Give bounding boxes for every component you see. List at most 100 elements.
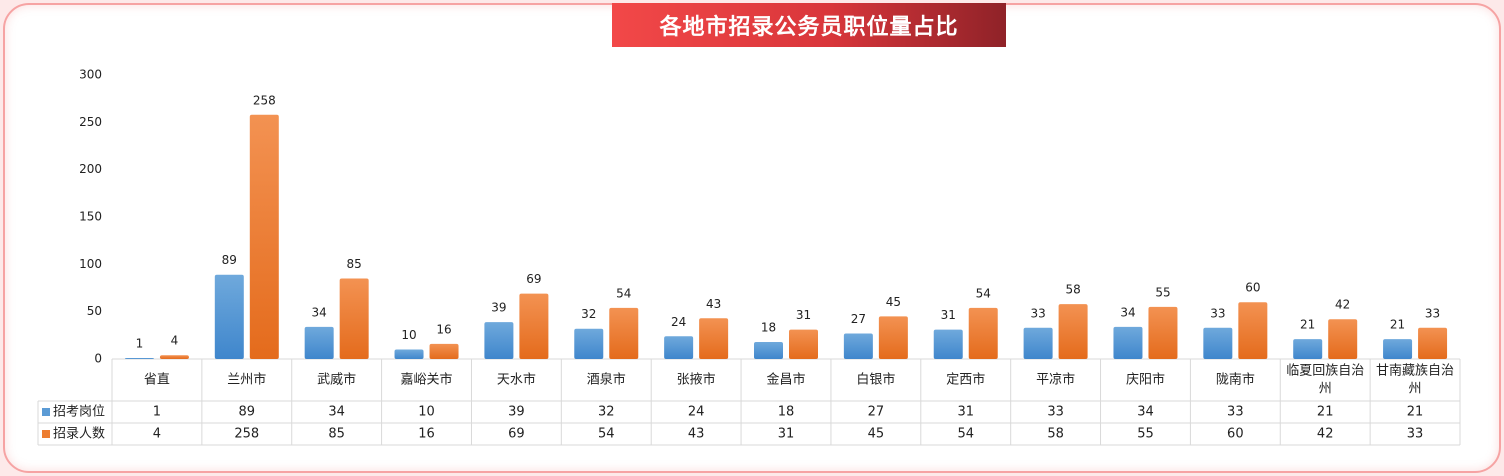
table-value: 4 [153,427,161,442]
data-label: 34 [312,305,327,319]
table-value: 31 [778,427,795,442]
table-value: 43 [688,427,705,442]
table-value: 32 [598,405,615,420]
table-value: 33 [1407,427,1424,442]
x-tick-label: 省直 [144,373,170,388]
data-label: 54 [616,286,631,300]
y-tick-label: 150 [79,210,102,224]
x-tick-label: 陇南市 [1216,372,1255,388]
bar-series1 [1383,339,1413,359]
x-tick-label: 张掖市 [677,372,716,388]
data-label: 34 [1120,305,1135,319]
table-value: 54 [598,427,615,442]
data-label: 258 [253,93,276,107]
data-label: 31 [941,308,956,322]
x-tick-label: 定西市 [946,372,985,388]
x-tick-label: 州 [1319,382,1332,397]
x-tick-label: 金昌市 [766,372,805,388]
table-value: 54 [957,427,974,442]
table-value: 39 [508,405,525,420]
bar-series2 [249,114,279,359]
x-tick-label: 庆阳市 [1126,372,1165,388]
table-value: 55 [1137,427,1154,442]
table-value: 21 [1407,405,1424,420]
legend-label: 招录人数 [53,427,105,442]
x-tick-label: 州 [1409,382,1422,397]
table-value: 45 [868,427,885,442]
table-value: 18 [778,405,795,420]
bar-series1 [754,341,783,359]
y-tick-label: 50 [87,304,102,318]
bar-series2 [699,318,729,359]
table-value: 16 [418,427,435,442]
y-tick-label: 250 [79,115,102,129]
bar-series2 [1418,327,1448,359]
data-label: 58 [1065,283,1080,297]
table-value: 24 [688,405,705,420]
data-label: 4 [171,334,179,348]
data-label: 10 [401,328,416,342]
legend-key-series1 [42,408,50,416]
bar-series2 [519,293,549,359]
data-label: 24 [671,315,686,329]
bar-series1 [664,336,694,359]
bar-series2 [789,329,818,359]
bar-series2 [159,355,189,359]
y-tick-label: 100 [79,257,102,271]
bar-series1 [1293,339,1323,359]
table-value: 69 [508,427,525,442]
data-label: 85 [347,257,362,271]
x-tick-label: 甘南藏族自治 [1376,363,1454,379]
data-label: 42 [1335,298,1350,312]
bar-series2 [1238,302,1268,359]
bar-series2 [1058,304,1088,359]
bar-series1 [484,322,514,359]
bar-series2 [878,316,908,359]
y-tick-label: 200 [79,162,102,176]
data-label: 33 [1425,306,1440,320]
y-tick-label: 300 [79,68,102,82]
data-label: 27 [851,312,866,326]
bar-series2 [609,307,639,359]
legend-key-series2 [42,430,50,438]
data-label: 89 [222,253,237,267]
data-label: 69 [526,272,541,286]
bar-series1 [1113,326,1143,359]
bar-series1 [1023,327,1053,359]
bar-series2 [968,307,998,359]
data-label: 18 [761,320,776,334]
bar-series2 [1148,306,1178,359]
x-tick-label: 天水市 [497,372,536,388]
bar-series1 [574,328,604,359]
bar-series1 [933,329,963,359]
chart-title: 各地市招录公务员职位量占比 [612,3,1006,47]
data-label: 33 [1030,306,1045,320]
table-value: 1 [153,405,161,420]
data-label: 39 [491,301,506,315]
legend-label: 招考岗位 [53,405,105,420]
bar-series1 [1203,327,1233,359]
bar-series1 [843,333,873,359]
table-value: 34 [328,405,345,420]
data-label: 32 [581,307,596,321]
data-label: 21 [1390,318,1405,332]
table-value: 258 [234,427,259,442]
table-value: 89 [239,405,256,420]
data-label: 60 [1245,281,1260,295]
table-value: 21 [1317,405,1334,420]
x-tick-label: 白银市 [856,372,895,388]
table-value: 60 [1227,427,1244,442]
y-tick-label: 0 [94,352,102,366]
bar-series2 [339,278,369,359]
data-label: 1 [136,337,144,351]
data-label: 31 [796,308,811,322]
x-tick-label: 嘉峪关市 [401,372,453,388]
x-tick-label: 酒泉市 [587,372,626,388]
data-label: 55 [1155,285,1170,299]
bar-series1 [394,349,424,359]
data-label: 45 [886,295,901,309]
table-value: 33 [1047,405,1064,420]
x-tick-label: 兰州市 [227,372,266,388]
table-value: 42 [1317,427,1334,442]
